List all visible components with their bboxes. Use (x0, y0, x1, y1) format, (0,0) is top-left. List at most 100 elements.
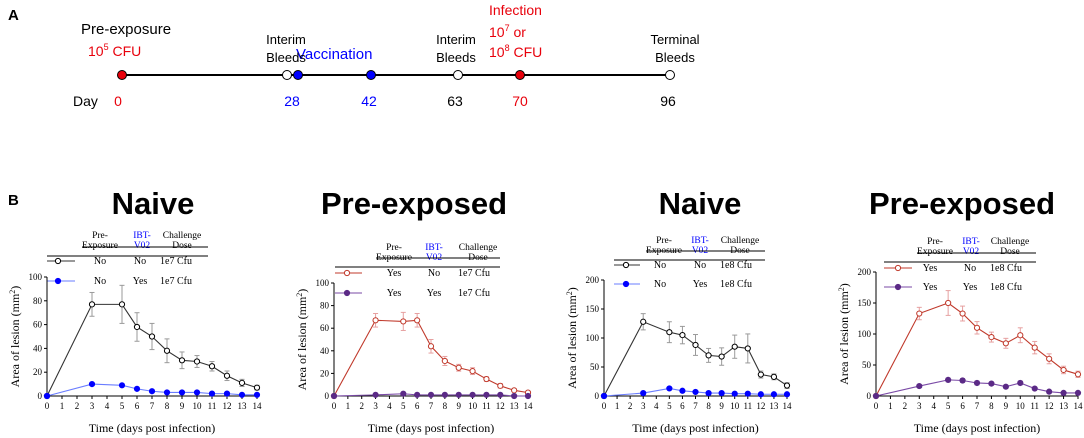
data-point (770, 391, 778, 398)
legend-marker-1 (622, 280, 630, 288)
data-point (223, 372, 231, 379)
data-point (640, 390, 647, 397)
x-tick-label: 11 (1030, 401, 1039, 411)
data-point (524, 392, 532, 400)
data-point (118, 382, 126, 389)
table-cell-0-0: Yes (387, 268, 402, 279)
data-point (916, 310, 923, 317)
data-point (757, 391, 764, 398)
data-point (705, 390, 712, 397)
y-axis-label-close: ) (295, 289, 309, 293)
data-point (692, 341, 699, 349)
x-tick-label: 14 (253, 401, 263, 411)
table-header-1-1: V02 (963, 247, 980, 257)
data-point (1002, 340, 1009, 347)
data-point (414, 391, 421, 398)
x-tick-label: 14 (524, 401, 534, 411)
legend-marker-0 (622, 261, 630, 269)
data-point (1060, 389, 1067, 396)
x-tick-label: 13 (1059, 401, 1069, 411)
data-point (455, 364, 462, 371)
data-point (497, 382, 504, 389)
data-point (600, 392, 608, 400)
data-point (148, 388, 156, 395)
data-point (731, 390, 738, 397)
x-tick-label: 8 (989, 401, 994, 411)
y-axis-label: Area of lesion (mm2) (837, 283, 851, 385)
data-point (988, 380, 995, 387)
y-tick-label: 200 (586, 275, 600, 285)
data-point (718, 353, 725, 360)
data-point (783, 391, 791, 398)
legend-marker-1 (54, 277, 62, 285)
data-point (441, 357, 448, 365)
x-tick-label: 1 (60, 401, 65, 411)
data-point (88, 381, 96, 388)
timeline-label-1-1: Bleeds (266, 50, 306, 65)
data-point (679, 387, 686, 394)
x-tick-label: 9 (456, 401, 461, 411)
data-point (511, 392, 518, 400)
y-axis-label: Area of lesion (mm2) (295, 289, 309, 391)
table-cell-1-0: No (94, 276, 106, 287)
x-tick-label: 10 (730, 401, 740, 411)
data-point (43, 392, 51, 400)
data-point (783, 382, 791, 389)
series-1 (872, 376, 1082, 400)
y-axis-label: Area of lesion (mm2) (8, 286, 22, 388)
series-1 (43, 381, 261, 400)
data-point (718, 390, 725, 397)
legend-marker-0 (54, 257, 62, 265)
x-tick-label: 0 (332, 401, 337, 411)
timeline-marker-2 (293, 70, 303, 80)
table-cell-1-0: Yes (923, 282, 938, 293)
y-tick-label: 20 (33, 367, 43, 377)
data-point (757, 371, 764, 378)
chart-3: Pre-exposed Pre-Exposure IBT-V02 ChallengeD… (837, 186, 1083, 435)
chart-title: Naive (112, 186, 195, 221)
data-point (945, 299, 952, 307)
data-point (193, 389, 201, 396)
y-tick-label: 60 (320, 323, 330, 333)
pre-exposure-dose-exp: 5 (104, 42, 109, 52)
data-point (178, 389, 186, 396)
data-point (208, 390, 216, 397)
data-point (469, 368, 476, 375)
table-cell-1-1: Yes (963, 282, 978, 293)
vaccination-label: Vaccination (296, 46, 372, 63)
table-header-1-0: IBT- (133, 231, 151, 241)
data-point (253, 391, 261, 398)
table-header-2-0: Challenge (163, 231, 202, 241)
infection-dose-line1: 107 or (489, 23, 526, 40)
table-header-2-1: Dose (172, 241, 192, 251)
x-tick-label: 14 (1074, 401, 1084, 411)
data-point (253, 384, 261, 391)
y-tick-label: 80 (320, 301, 330, 311)
x-tick-label: 13 (238, 401, 248, 411)
timeline-marker-3 (366, 70, 376, 80)
infection-dose2-exp: 8 (505, 43, 510, 53)
y-axis-label-sup: 2 (565, 291, 574, 295)
data-point (133, 385, 141, 392)
table-cell-0-2: 1e8 Cfu (720, 260, 752, 271)
y-tick-label: 150 (586, 304, 600, 314)
data-point (163, 347, 171, 354)
y-tick-label: 0 (867, 391, 872, 401)
series-line (46, 303, 258, 397)
timeline-marker-6 (665, 70, 675, 80)
table-cell-1-1: Yes (427, 288, 442, 299)
x-tick-label: 7 (150, 401, 155, 411)
x-axis-label: Time (days post infection) (89, 421, 216, 435)
data-point (330, 392, 338, 400)
chart-title: Pre-exposed (321, 186, 507, 221)
data-point (400, 318, 407, 325)
table-cell-0-0: No (94, 256, 106, 267)
data-point (88, 301, 96, 308)
data-point (705, 352, 712, 359)
x-tick-label: 6 (960, 401, 965, 411)
data-point (1017, 379, 1024, 387)
x-tick-label: 4 (654, 401, 659, 411)
infection-title: Infection (489, 2, 542, 18)
data-point (400, 390, 407, 397)
